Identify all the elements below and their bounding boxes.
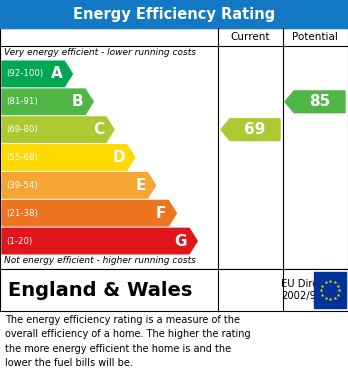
Text: England & Wales: England & Wales [8, 280, 192, 300]
Bar [314, 272, 346, 308]
Bar [0, 0, 348, 28]
Polygon shape [2, 61, 72, 87]
Polygon shape [2, 89, 93, 115]
Polygon shape [2, 145, 135, 170]
Polygon shape [2, 117, 114, 142]
Text: 85: 85 [309, 94, 330, 109]
Text: A: A [51, 66, 62, 81]
Text: Energy Efficiency Rating: Energy Efficiency Rating [73, 7, 275, 22]
Text: E: E [135, 178, 145, 193]
Text: EU Directive: EU Directive [281, 279, 343, 289]
Polygon shape [221, 119, 280, 140]
Text: (1-20): (1-20) [6, 237, 32, 246]
Text: C: C [93, 122, 104, 137]
Text: Very energy efficient - lower running costs: Very energy efficient - lower running co… [4, 48, 196, 57]
Text: Potential: Potential [292, 32, 338, 42]
Polygon shape [2, 173, 156, 198]
Bar [0, 269, 348, 311]
Text: 69: 69 [244, 122, 266, 137]
Text: Current: Current [231, 32, 270, 42]
Text: 2002/91/EC: 2002/91/EC [281, 291, 339, 301]
Text: The energy efficiency rating is a measure of the
overall efficiency of a home. T: The energy efficiency rating is a measur… [5, 315, 251, 368]
Polygon shape [2, 201, 176, 226]
Text: (21-38): (21-38) [6, 209, 38, 218]
Polygon shape [285, 91, 345, 113]
Text: F: F [156, 206, 166, 221]
Text: (69-80): (69-80) [6, 125, 38, 134]
Text: B: B [72, 94, 83, 109]
Text: Not energy efficient - higher running costs: Not energy efficient - higher running co… [4, 256, 196, 265]
Polygon shape [2, 228, 197, 254]
Text: (92-100): (92-100) [6, 70, 43, 79]
Text: (39-54): (39-54) [6, 181, 38, 190]
Text: G: G [175, 233, 187, 249]
Text: (55-68): (55-68) [6, 153, 38, 162]
Bar [0, 28, 348, 269]
Text: D: D [112, 150, 125, 165]
Text: (81-91): (81-91) [6, 97, 38, 106]
